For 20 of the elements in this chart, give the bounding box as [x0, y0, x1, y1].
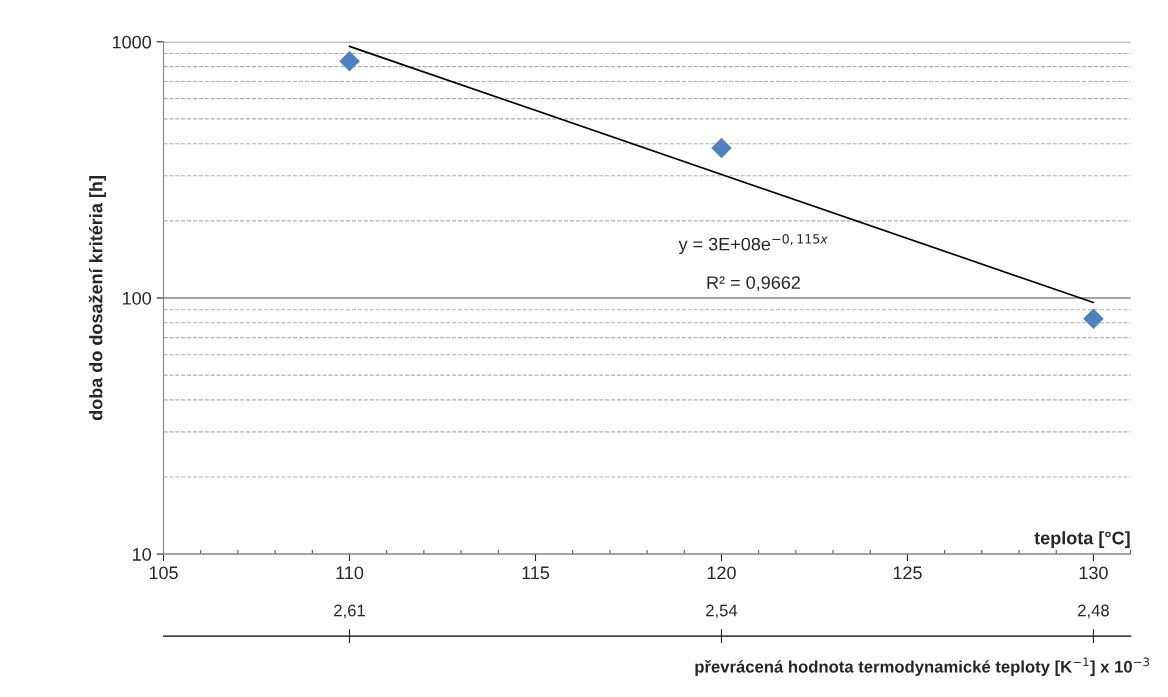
x-axis-title: teplota [°C] — [1034, 531, 1130, 548]
x-tick-label: 115 — [522, 566, 550, 580]
x-tick-label: 130 — [1079, 566, 1108, 580]
annotation: R² = 0,9662 — [707, 276, 800, 292]
point — [339, 50, 360, 72]
y-tick-label: 100 — [122, 291, 152, 305]
x2-axis-title: převrácená hodnota termodynamické teploty [K$^{−1}$] x 10$^{−3}$ — [695, 657, 1150, 676]
x-tick-label: 125 — [893, 566, 922, 580]
x-tick-label: 110 — [336, 566, 364, 580]
x2-tick-label: 2,61 — [334, 604, 365, 619]
point — [1083, 308, 1104, 329]
x2-tick-label: 2,48 — [1078, 604, 1109, 619]
x-tick-label: 120 — [707, 566, 736, 580]
annotation: y = 3E+08e$^{−0,115x}$ — [678, 234, 828, 255]
y-axis-title: doba do dosažení kritéria [h] — [88, 176, 106, 421]
y-tick-label: 1000 — [112, 35, 152, 49]
point — [711, 137, 732, 159]
y-tick-label: 10 — [133, 548, 152, 561]
x2-tick-label: 2,54 — [706, 604, 738, 619]
x-tick-label: 105 — [149, 566, 178, 580]
